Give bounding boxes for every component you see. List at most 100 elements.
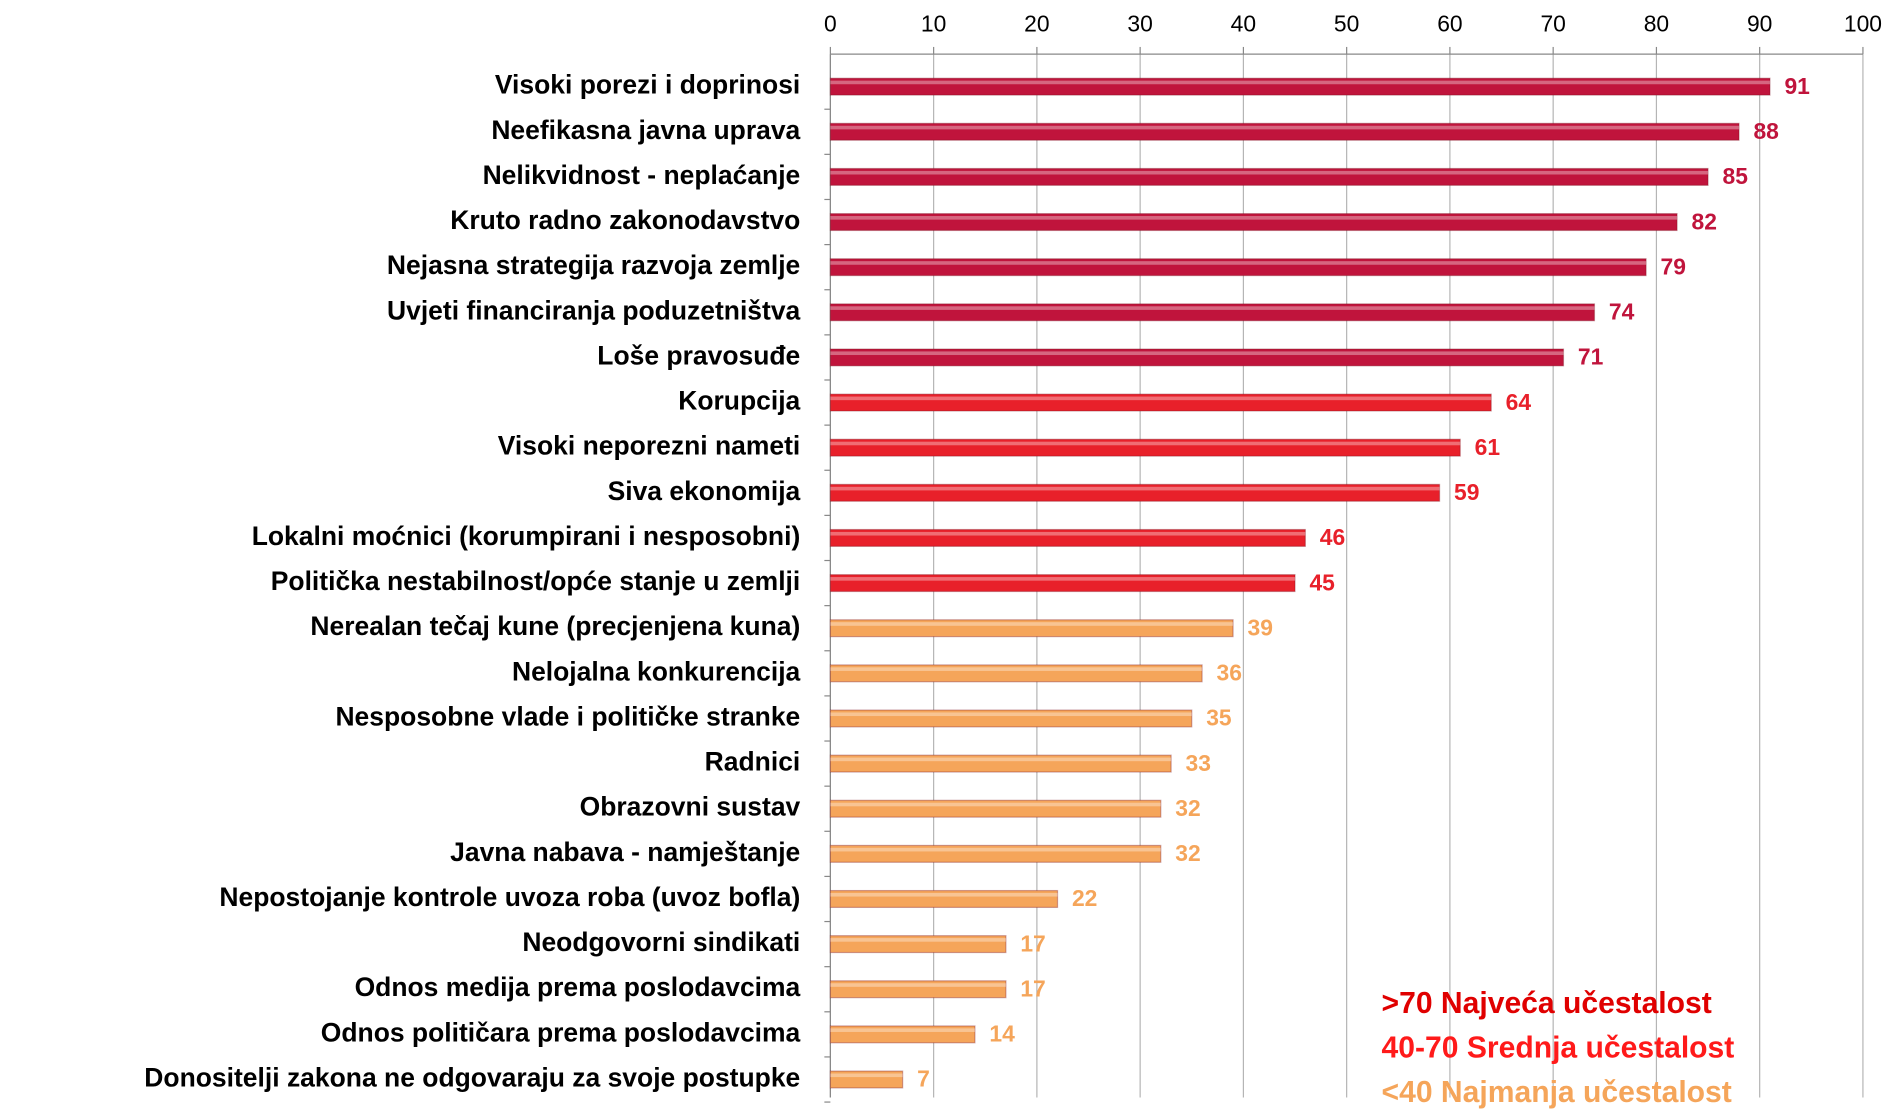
bar-highlight	[830, 170, 1709, 175]
bar	[829, 438, 1461, 457]
bar-highlight	[830, 261, 1647, 265]
value-label: 59	[1454, 479, 1479, 505]
x-tick-label: 10	[921, 10, 946, 36]
bar-highlight	[830, 80, 1771, 85]
category-label: Neefikasna javna uprava	[491, 115, 800, 145]
bar-highlight	[830, 577, 1296, 581]
value-label: 61	[1475, 434, 1501, 460]
bar-highlight	[830, 441, 1461, 446]
legend-entry: 40-70 Srednja učestalost	[1382, 1031, 1735, 1064]
x-tick-label: 90	[1747, 10, 1772, 36]
bar	[829, 709, 1193, 728]
x-tick-label: 0	[824, 10, 837, 36]
value-label: 39	[1248, 614, 1273, 640]
x-tick-label: 50	[1334, 10, 1359, 36]
bar-highlight	[830, 983, 1006, 987]
bar	[829, 1025, 976, 1044]
category-label: Kruto radno zakonodavstvo	[450, 205, 800, 235]
category-label: Neodgovorni sindikati	[522, 927, 800, 957]
bar-highlight	[830, 938, 1006, 942]
category-label: Nelikvidnost - neplaćanje	[483, 160, 801, 190]
bar	[829, 619, 1234, 638]
bar	[829, 935, 1007, 954]
category-label: Nepostojanje kontrole uvoza roba (uvoz b…	[219, 882, 800, 912]
bar-highlight	[830, 351, 1564, 356]
x-tick-label: 40	[1231, 10, 1256, 36]
category-label: Visoki porezi i doprinosi	[495, 70, 800, 100]
category-label: Lokalni moćnici (korumpirani i nesposobn…	[252, 521, 801, 551]
bar	[829, 303, 1596, 322]
bar	[829, 258, 1647, 277]
value-label: 79	[1661, 253, 1686, 279]
x-tick-label: 30	[1127, 10, 1152, 36]
value-label: 64	[1506, 389, 1532, 415]
category-label: Donositelji zakona ne odgovaraju za svoj…	[144, 1062, 800, 1092]
bar-highlight	[830, 847, 1161, 852]
value-label: 33	[1186, 750, 1211, 776]
value-label: 91	[1784, 73, 1810, 99]
bar-highlight	[830, 622, 1234, 626]
bar-highlight	[830, 216, 1678, 220]
category-label: Siva ekonomija	[608, 476, 801, 506]
legend-entry: >70 Najveća učestalost	[1382, 987, 1712, 1020]
bar	[829, 348, 1565, 367]
category-label: Radnici	[705, 747, 801, 777]
category-label: Odnos medija prema poslodavcima	[355, 972, 801, 1002]
bar	[829, 574, 1296, 593]
category-label: Odnos političara prema poslodavcima	[321, 1017, 801, 1047]
bar	[829, 1070, 904, 1089]
legend-entry: <40 Najmanja učestalost	[1382, 1076, 1732, 1109]
value-label: 36	[1217, 660, 1242, 686]
bar-highlight	[830, 531, 1306, 536]
bar-highlight	[830, 486, 1440, 491]
value-label: 85	[1722, 163, 1748, 189]
value-label: 45	[1309, 569, 1335, 595]
bar	[829, 167, 1709, 186]
bar	[829, 483, 1441, 502]
category-label: Javna nabava - namještanje	[450, 837, 800, 867]
value-label: 7	[917, 1066, 930, 1092]
bar	[829, 799, 1162, 818]
bar-highlight	[830, 396, 1492, 401]
x-tick-label: 20	[1024, 10, 1049, 36]
bar	[829, 889, 1059, 909]
bar	[829, 213, 1678, 232]
value-label: 32	[1175, 795, 1200, 821]
value-label: 82	[1692, 208, 1717, 234]
value-label: 71	[1578, 344, 1604, 370]
category-label: Nerealan tečaj kune (precjenjena kuna)	[310, 611, 800, 641]
x-tick-label: 70	[1540, 10, 1565, 36]
bar	[829, 980, 1007, 999]
bar-highlight	[830, 1073, 903, 1078]
category-label: Politička nestabilnost/opće stanje u zem…	[271, 566, 801, 596]
value-label: 35	[1206, 705, 1232, 731]
category-label: Uvjeti financiranja poduzetništva	[387, 295, 801, 325]
bar-highlight	[830, 1028, 975, 1032]
category-label: Obrazovni sustav	[580, 792, 801, 822]
bar	[829, 664, 1203, 683]
value-label: 17	[1020, 975, 1045, 1001]
category-label: Nesposobne vlade i političke stranke	[335, 701, 800, 731]
value-label: 88	[1753, 118, 1779, 144]
value-label: 32	[1175, 840, 1200, 866]
bar	[829, 77, 1771, 96]
bar-highlight	[830, 306, 1595, 310]
bar-highlight	[830, 125, 1740, 130]
category-label: Korupcija	[678, 386, 800, 416]
bar-highlight	[830, 802, 1161, 807]
value-label: 17	[1020, 930, 1045, 956]
x-tick-label: 100	[1844, 10, 1882, 36]
bar	[829, 122, 1740, 141]
category-label: Visoki neporezni nameti	[498, 431, 801, 461]
bar	[829, 393, 1492, 412]
x-tick-label: 80	[1644, 10, 1669, 36]
bar-highlight	[830, 892, 1058, 897]
category-label: Nelojalna konkurencija	[512, 656, 801, 686]
value-label: 22	[1072, 885, 1097, 911]
bar-highlight	[830, 757, 1172, 762]
category-label: Loše pravosuđe	[597, 340, 800, 370]
bar	[829, 754, 1172, 773]
x-tick-label: 60	[1437, 10, 1462, 36]
value-label: 46	[1320, 524, 1345, 550]
